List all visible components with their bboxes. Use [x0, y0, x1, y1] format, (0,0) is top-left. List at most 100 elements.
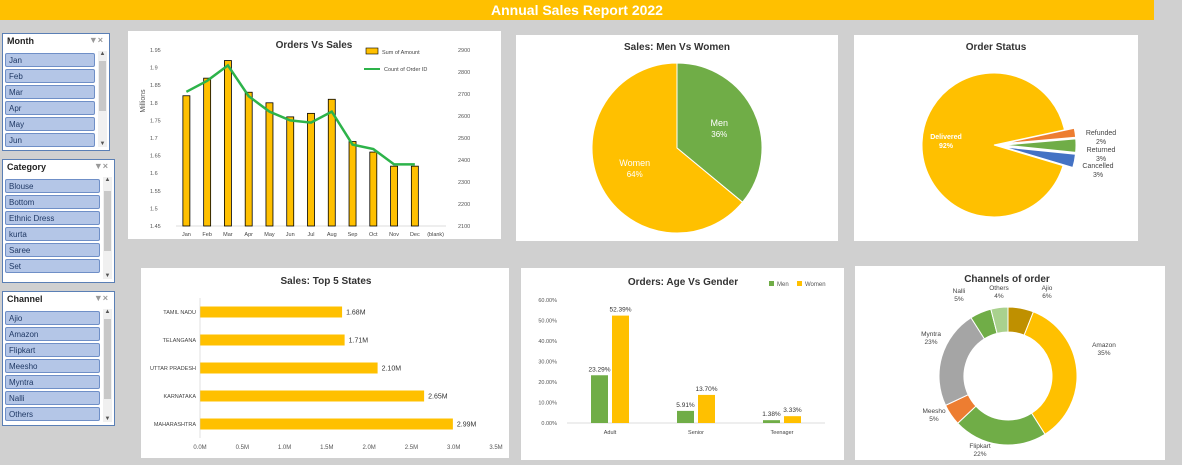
x-tick-label: 1.0M	[278, 445, 291, 451]
x-tick-label: Sep	[348, 232, 358, 238]
slicer-item-ajio[interactable]: Ajio	[5, 311, 100, 325]
slicer-item-blouse[interactable]: Blouse	[5, 179, 100, 193]
orders-vs-sales-panel: Orders Vs Sales Millions Sum of Amount C…	[128, 31, 501, 239]
bar-men	[677, 410, 694, 423]
y2-tick-label: 2500	[458, 136, 470, 142]
x-tick-label: Apr	[244, 232, 253, 238]
scroll-up-icon[interactable]: ▲	[104, 309, 111, 315]
y2-tick-label: 2600	[458, 114, 470, 120]
x-tick-label: Aug	[327, 232, 337, 238]
x-tick-label: Jan	[182, 232, 191, 238]
sales-bar	[265, 102, 274, 227]
slicer-item-feb[interactable]: Feb	[5, 69, 95, 83]
x-tick-label: Nov	[389, 232, 399, 238]
slicer-item-may[interactable]: May	[5, 117, 95, 131]
slicer-item-nalli[interactable]: Nalli	[5, 391, 100, 405]
category-slicer-title: Category	[7, 162, 47, 172]
legend-label-orders: Count of Order ID	[384, 67, 427, 73]
slicer-item-amazon[interactable]: Amazon	[5, 327, 100, 341]
pie-slice-men	[676, 62, 763, 203]
y-tick-label: 1.55	[150, 189, 161, 195]
slice-percent: 64%	[627, 170, 643, 179]
data-label: 1.68M	[346, 310, 366, 317]
slice-label: Men	[711, 118, 729, 128]
slice-label: Women	[619, 158, 650, 168]
scroll-up-icon[interactable]: ▲	[99, 51, 106, 57]
slice-percent: 5%	[929, 416, 939, 423]
month-slicer-items: Jan Feb Mar Apr May Jun	[5, 51, 95, 149]
slicer-item-ethnic-dress[interactable]: Ethnic Dress	[5, 211, 100, 225]
pie-slice-refunded	[1003, 127, 1077, 145]
state-bar	[200, 390, 425, 402]
men-vs-women-panel: Sales: Men Vs Women Men 36% Women 64%	[516, 35, 838, 241]
slicer-item-bottom[interactable]: Bottom	[5, 195, 100, 209]
x-tick-label: 2.5M	[405, 445, 418, 451]
slicer-item-jun[interactable]: Jun	[5, 133, 95, 147]
y-tick-label: MAHARASHTRA	[154, 422, 197, 428]
slicer-item-myntra[interactable]: Myntra	[5, 375, 100, 389]
clear-filter-icon[interactable]: ▼×	[93, 161, 108, 171]
top-states-panel: Sales: Top 5 States 0.0M 0.5M 1.0M 1.5M 2.0M…	[141, 268, 509, 458]
slicer-item-kurta[interactable]: kurta	[5, 227, 100, 241]
sales-bar	[410, 165, 419, 227]
month-slicer-header: Month ▼×	[3, 34, 109, 50]
slice-percent: 3%	[1096, 156, 1106, 163]
y-tick-label: 1.95	[150, 48, 161, 54]
slicer-item-meesho[interactable]: Meesho	[5, 359, 100, 373]
scroll-thumb[interactable]	[104, 319, 111, 399]
chart-title: Channels of order	[964, 274, 1050, 285]
x-tick-label: Feb	[202, 232, 211, 238]
slice-percent: 92%	[939, 143, 954, 150]
y2-tick-label: 2400	[458, 158, 470, 164]
slicer-item-apr[interactable]: Apr	[5, 101, 95, 115]
bar-women	[784, 416, 801, 423]
y-tick-label: 1.85	[150, 83, 161, 89]
bar-women	[612, 315, 629, 423]
slice-percent: 2%	[1096, 139, 1106, 146]
clear-filter-icon[interactable]: ▼×	[88, 35, 103, 45]
x-tick-label: Dec	[410, 232, 420, 238]
scroll-thumb[interactable]	[104, 191, 111, 251]
legend-label-men: Men	[777, 282, 789, 288]
pie-slice-returned	[1003, 138, 1077, 153]
sales-bar	[327, 98, 336, 227]
slicer-item-jan[interactable]: Jan	[5, 53, 95, 67]
bar-women	[698, 394, 715, 423]
state-bar	[200, 418, 453, 430]
donut-slice-myntra	[938, 317, 986, 407]
y-tick-label: 50.00%	[538, 319, 557, 325]
scroll-thumb[interactable]	[99, 61, 106, 111]
pie-slice-women	[591, 62, 744, 234]
scroll-up-icon[interactable]: ▲	[104, 177, 111, 183]
slice-percent: 5%	[954, 296, 964, 303]
category-slicer-items: Blouse Bottom Ethnic Dress kurta Saree S…	[5, 177, 100, 275]
channel-slicer-scrollbar[interactable]: ▲ ▼	[103, 309, 112, 422]
data-label: 3.33%	[783, 407, 802, 414]
legend-swatch-women	[797, 281, 802, 286]
bar-men	[591, 375, 608, 423]
slice-label: Others	[989, 285, 1009, 292]
scroll-down-icon[interactable]: ▼	[104, 416, 111, 422]
y-tick-label: 1.45	[150, 224, 161, 230]
channel-slicer-title: Channel	[7, 294, 43, 304]
data-label: 2.99M	[457, 422, 477, 429]
slicer-item-flipkart[interactable]: Flipkart	[5, 343, 100, 357]
slicer-item-mar[interactable]: Mar	[5, 85, 95, 99]
slicer-item-others[interactable]: Others	[5, 407, 100, 421]
slice-percent: 35%	[1097, 350, 1110, 357]
month-slicer-scrollbar[interactable]: ▲ ▼	[98, 51, 107, 147]
x-tick-label: Adult	[604, 430, 617, 436]
scroll-down-icon[interactable]: ▼	[104, 273, 111, 279]
y2-tick-label: 2700	[458, 92, 470, 98]
y-tick-label: 60.00%	[538, 298, 557, 304]
sales-bar	[369, 151, 378, 227]
slicer-item-saree[interactable]: Saree	[5, 243, 100, 257]
order-status-chart: Order Status Delivered 92% Refunded 2%Retur…	[921, 42, 1116, 218]
legend-swatch-men	[769, 281, 774, 286]
scroll-down-icon[interactable]: ▼	[99, 141, 106, 147]
x-tick-label: 1.5M	[320, 445, 333, 451]
slicer-item-set[interactable]: Set	[5, 259, 100, 273]
clear-filter-icon[interactable]: ▼×	[93, 293, 108, 303]
category-slicer-scrollbar[interactable]: ▲ ▼	[103, 177, 112, 279]
y-tick-label: 1.8	[150, 101, 158, 107]
